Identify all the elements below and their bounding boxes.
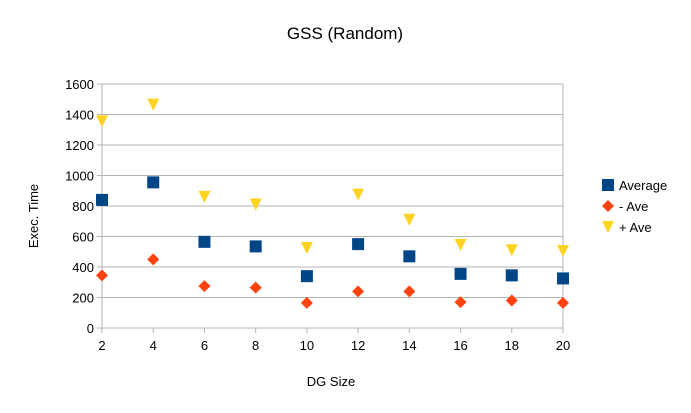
data-point (96, 193, 108, 206)
x-axis-label: DG Size (307, 374, 355, 389)
data-point (96, 115, 108, 128)
data-point (505, 244, 518, 257)
x-tick-label: 12 (351, 338, 365, 353)
y-tick-label: 800 (72, 199, 94, 214)
y-tick-labels: 0 200 400 600 800 1000 1200 1400 1600 (65, 77, 94, 336)
x-tick-label: 8 (252, 338, 259, 353)
legend-entry: - Ave (619, 199, 648, 214)
data-point (557, 296, 569, 309)
y-tick-label: 1200 (65, 138, 94, 153)
data-points (96, 98, 569, 309)
data-point (300, 296, 313, 309)
data-point (352, 238, 365, 251)
data-point (403, 213, 416, 226)
y-axis-label: Exec. Time (26, 184, 41, 248)
data-point (300, 270, 313, 283)
y-tick-label: 1400 (65, 108, 94, 123)
data-point (198, 190, 211, 203)
legend-marker (602, 200, 614, 212)
y-tick-label: 1000 (65, 169, 94, 184)
data-point (198, 280, 211, 293)
x-tick-label: 16 (453, 338, 467, 353)
data-point (403, 250, 416, 263)
data-point (505, 269, 518, 282)
x-tick-labels: 2 4 6 8 10 12 14 16 18 20 (98, 338, 570, 353)
x-tick-label: 18 (505, 338, 519, 353)
y-tick-label: 1600 (65, 77, 94, 92)
data-point (198, 235, 211, 248)
x-tick-label: 2 (98, 338, 105, 353)
data-point (557, 272, 569, 285)
data-point (454, 238, 467, 251)
y-tick-label: 600 (72, 230, 94, 245)
data-point (249, 198, 262, 211)
data-point (249, 281, 262, 294)
legend-entry: Average (619, 178, 667, 193)
data-point (557, 244, 569, 257)
data-point (147, 176, 160, 189)
data-point (300, 241, 313, 254)
data-point (147, 98, 160, 111)
grid-lines (102, 83, 563, 329)
data-point (147, 253, 160, 266)
data-point (96, 269, 108, 282)
x-tick-label: 10 (300, 338, 314, 353)
data-point (249, 240, 262, 253)
data-point (454, 267, 467, 280)
x-tick-label: 20 (556, 338, 570, 353)
data-point (505, 294, 518, 307)
data-point (454, 296, 467, 309)
x-tick-label: 4 (150, 338, 157, 353)
data-point (352, 188, 365, 201)
y-tick-label: 0 (87, 321, 94, 336)
y-tick-label: 200 (72, 291, 94, 306)
y-tick-label: 400 (72, 260, 94, 275)
chart-title: GSS (Random) (287, 24, 403, 43)
legend-marker (602, 179, 614, 191)
legend: Average - Ave + Ave (602, 178, 667, 235)
data-point (352, 285, 365, 298)
x-tick-label: 6 (201, 338, 208, 353)
axes (97, 83, 564, 333)
data-point (403, 285, 416, 298)
legend-marker (602, 221, 614, 233)
legend-entry: + Ave (619, 220, 652, 235)
x-tick-label: 14 (402, 338, 416, 353)
